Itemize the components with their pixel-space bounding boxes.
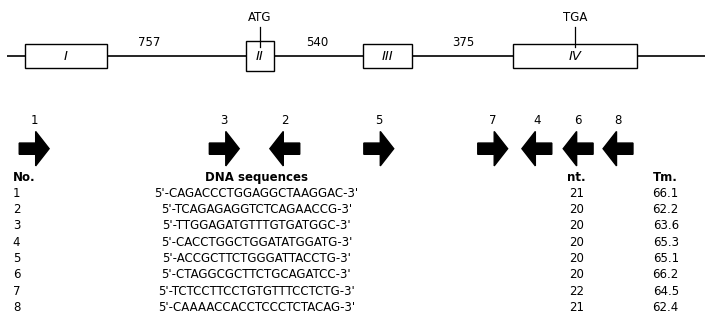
Text: 3: 3 bbox=[13, 219, 20, 233]
Text: 5'-TCTCCTTCCTGTGTTTCCTCTG-3': 5'-TCTCCTTCCTGTGTTTCCTCTG-3' bbox=[158, 285, 355, 298]
Text: 20: 20 bbox=[570, 268, 584, 281]
Text: 2: 2 bbox=[281, 114, 288, 127]
Text: 20: 20 bbox=[570, 252, 584, 265]
Text: 20: 20 bbox=[570, 203, 584, 216]
Text: III: III bbox=[382, 50, 393, 63]
Bar bbox=[513, 44, 637, 68]
Text: 5'-CAAAACCACCTCCCTCTACAG-3': 5'-CAAAACCACCTCCCTCTACAG-3' bbox=[158, 301, 355, 313]
Text: IV: IV bbox=[568, 50, 582, 63]
Polygon shape bbox=[270, 131, 300, 166]
Text: 540: 540 bbox=[305, 35, 328, 49]
Text: 62.4: 62.4 bbox=[653, 301, 679, 313]
Text: 6: 6 bbox=[13, 268, 21, 281]
Text: 8: 8 bbox=[13, 301, 20, 313]
Polygon shape bbox=[522, 131, 552, 166]
Text: 757: 757 bbox=[138, 35, 161, 49]
Text: 6: 6 bbox=[575, 114, 582, 127]
Text: 65.3: 65.3 bbox=[653, 236, 679, 249]
Text: 5'-CACCTGGCTGGATATGGATG-3': 5'-CACCTGGCTGGATATGGATG-3' bbox=[161, 236, 352, 249]
Text: 66.1: 66.1 bbox=[653, 187, 679, 200]
Text: 5'-TCAGAGAGGTCTCAGAACCG-3': 5'-TCAGAGAGGTCTCAGAACCG-3' bbox=[161, 203, 352, 216]
Polygon shape bbox=[364, 131, 394, 166]
Bar bbox=[363, 44, 412, 68]
Text: 5'-CTAGGCGCTTCTGCAGATCC-3': 5'-CTAGGCGCTTCTGCAGATCC-3' bbox=[162, 268, 351, 281]
Text: 62.2: 62.2 bbox=[653, 203, 679, 216]
Polygon shape bbox=[478, 131, 508, 166]
Text: 7: 7 bbox=[13, 285, 21, 298]
Text: 66.2: 66.2 bbox=[653, 268, 679, 281]
Text: DNA sequences: DNA sequences bbox=[205, 171, 308, 184]
Text: 65.1: 65.1 bbox=[653, 252, 679, 265]
Text: 7: 7 bbox=[489, 114, 496, 127]
Text: 5: 5 bbox=[13, 252, 20, 265]
Text: I: I bbox=[64, 50, 68, 63]
Polygon shape bbox=[603, 131, 633, 166]
Text: 3: 3 bbox=[221, 114, 228, 127]
Text: 4: 4 bbox=[13, 236, 21, 249]
Text: 375: 375 bbox=[451, 35, 474, 49]
Text: 63.6: 63.6 bbox=[653, 219, 679, 233]
Text: 5'-CAGACCCTGGAGGCTAAGGAC-3': 5'-CAGACCCTGGAGGCTAAGGAC-3' bbox=[155, 187, 358, 200]
Text: 22: 22 bbox=[569, 285, 585, 298]
Text: Tm.: Tm. bbox=[654, 171, 678, 184]
Text: 1: 1 bbox=[13, 187, 21, 200]
Text: 8: 8 bbox=[614, 114, 622, 127]
Text: 21: 21 bbox=[569, 187, 585, 200]
Text: II: II bbox=[256, 50, 263, 63]
Text: 5: 5 bbox=[375, 114, 382, 127]
Text: 20: 20 bbox=[570, 219, 584, 233]
Text: 20: 20 bbox=[570, 236, 584, 249]
Bar bbox=[25, 44, 107, 68]
Text: 5'-TTGGAGATGTTTGTGATGGC-3': 5'-TTGGAGATGTTTGTGATGGC-3' bbox=[162, 219, 350, 233]
Text: 4: 4 bbox=[533, 114, 540, 127]
Text: 1: 1 bbox=[31, 114, 38, 127]
Text: ATG: ATG bbox=[248, 11, 272, 24]
Polygon shape bbox=[19, 131, 49, 166]
Text: 2: 2 bbox=[13, 203, 21, 216]
Text: 21: 21 bbox=[569, 301, 585, 313]
Text: nt.: nt. bbox=[567, 171, 586, 184]
Text: TGA: TGA bbox=[563, 11, 587, 24]
Bar bbox=[246, 41, 274, 71]
Polygon shape bbox=[563, 131, 593, 166]
Polygon shape bbox=[209, 131, 239, 166]
Text: 64.5: 64.5 bbox=[653, 285, 679, 298]
Text: 5'-ACCGCTTCTGGGATTACCTG-3': 5'-ACCGCTTCTGGGATTACCTG-3' bbox=[162, 252, 351, 265]
Text: No.: No. bbox=[13, 171, 36, 184]
